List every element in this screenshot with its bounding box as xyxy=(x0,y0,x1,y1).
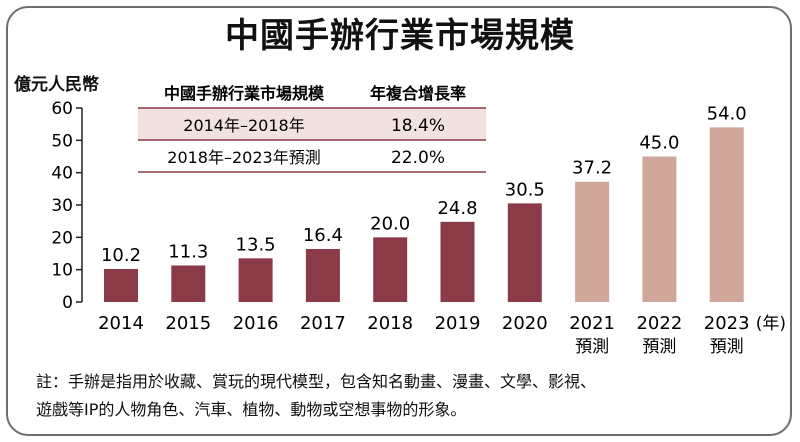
data-label: 16.4 xyxy=(303,225,343,246)
x-tick-label: 2015 xyxy=(165,313,211,334)
bar-2021 xyxy=(575,181,610,302)
x-axis-unit: (年) xyxy=(756,314,786,334)
x-tick-label: 2023 xyxy=(704,313,750,334)
data-label: 24.8 xyxy=(437,198,477,219)
data-label: 45.0 xyxy=(639,133,679,154)
bars: 10.2 2014 11.3 2015 13.5 2016 16.4 2017 20.0 2018… xyxy=(98,103,786,357)
y-tick-label: 60 xyxy=(51,99,73,119)
x-tick-label: 2018 xyxy=(367,313,413,334)
footnote: 註：手辦是指用於收藏、賞玩的現代模型，包含知名動畫、漫畫、文學、影視、 遊戲等I… xyxy=(36,368,776,424)
data-label: 13.5 xyxy=(236,234,276,255)
footnote-line-2: 遊戲等IP的人物角色、汽車、植物、動物或空想事物的形象。 xyxy=(36,400,467,419)
y-axis-label: 億元人民幣 xyxy=(14,75,99,95)
table-cell: 2018年–2023年預測 xyxy=(167,148,320,167)
y-tick-label: 50 xyxy=(51,131,73,151)
table-cell: 2014年–2018年 xyxy=(183,116,304,135)
table-cell: 18.4% xyxy=(391,116,445,136)
table-header: 年複合增長率 xyxy=(370,84,466,103)
table-row-fill xyxy=(138,108,486,140)
data-label: 11.3 xyxy=(168,241,208,262)
x-tick-label: 2017 xyxy=(300,313,346,334)
bar-2022 xyxy=(642,156,677,302)
y-tick-label: 20 xyxy=(51,228,73,248)
y-tick-label: 0 xyxy=(62,293,73,313)
bar-2020 xyxy=(507,203,542,302)
forecast-label: 預測 xyxy=(575,337,609,357)
data-label: 20.0 xyxy=(370,213,410,234)
bar-2017 xyxy=(305,248,340,302)
data-label: 54.0 xyxy=(707,103,747,124)
chart-title: 中國手辦行業市場規模 xyxy=(225,16,575,56)
y-tick-label: 30 xyxy=(51,196,73,216)
data-label: 37.2 xyxy=(572,158,612,179)
bar-2019 xyxy=(440,221,475,302)
forecast-label: 預測 xyxy=(642,337,676,357)
y-tick-label: 40 xyxy=(51,164,73,184)
footnote-line-1: 註：手辦是指用於收藏、賞玩的現代模型，包含知名動畫、漫畫、文學、影視、 xyxy=(36,372,597,391)
x-tick-label: 2014 xyxy=(98,313,144,334)
x-tick-label: 2020 xyxy=(502,313,548,334)
x-tick-label: 2022 xyxy=(636,313,682,334)
table-header: 中國手辦行業市場規模 xyxy=(164,84,325,103)
bar-2018 xyxy=(373,237,408,302)
axes: 0 10 20 30 40 50 60 xyxy=(51,99,83,313)
data-label: 10.2 xyxy=(101,245,141,266)
x-tick-label: 2021 xyxy=(569,313,615,334)
chart-frame xyxy=(6,6,792,436)
bar-2015 xyxy=(171,265,206,302)
bar-2023 xyxy=(709,127,744,303)
data-label: 30.5 xyxy=(505,179,545,200)
table-cell: 22.0% xyxy=(391,148,445,168)
cagr-table: 中國手辦行業市場規模 年複合增長率 2014年–2018年 18.4% 2018年–20… xyxy=(138,84,486,173)
y-tick-label: 10 xyxy=(51,261,73,281)
forecast-label: 預測 xyxy=(710,337,744,357)
x-tick-label: 2019 xyxy=(435,313,481,334)
bar-2014 xyxy=(104,269,138,302)
bar-2016 xyxy=(238,258,273,302)
x-tick-label: 2016 xyxy=(233,313,279,334)
